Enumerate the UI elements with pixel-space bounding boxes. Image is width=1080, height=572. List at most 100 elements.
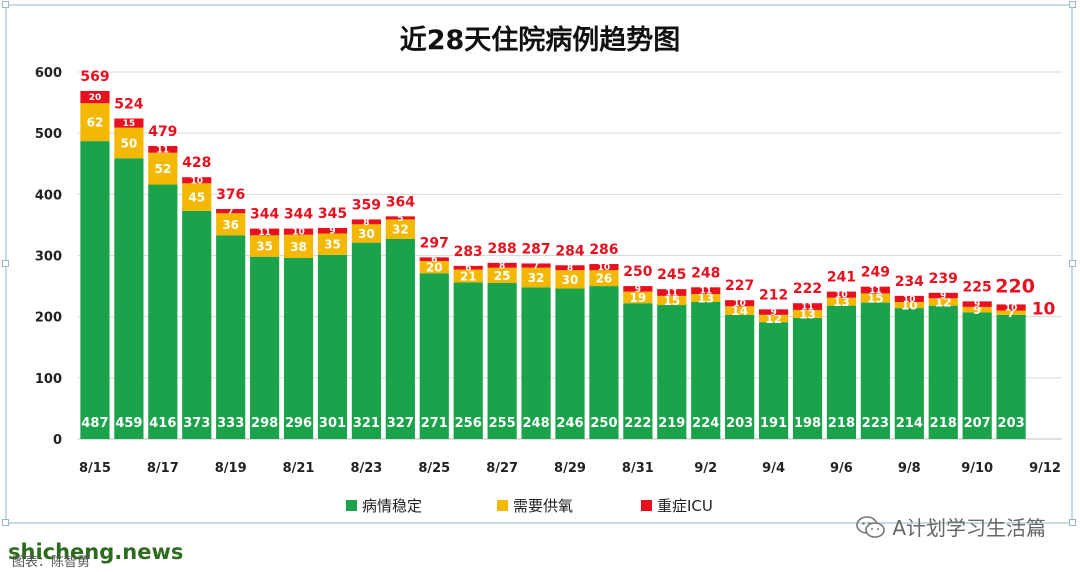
data-label-stable: 219	[658, 416, 685, 431]
data-label-oxygen: 12	[935, 295, 952, 309]
legend-swatch-stable	[346, 500, 357, 511]
x-tick-label: 9/4	[762, 461, 785, 476]
bar-segment-oxygen	[758, 314, 789, 323]
watermark: shicheng.news	[8, 540, 184, 564]
bar-segment-icu	[283, 228, 314, 235]
resize-handle-bottom-right[interactable]	[1069, 519, 1076, 526]
data-label-stable: 214	[896, 416, 923, 431]
x-tick-label: 8/31	[622, 461, 654, 476]
bar-segment-stable	[928, 305, 958, 439]
bar-segment-oxygen	[962, 306, 992, 313]
resize-handle-middle-left[interactable]	[2, 260, 9, 267]
data-label-stable: 255	[489, 416, 516, 431]
data-label-icu: 5	[397, 214, 403, 224]
data-label-icu: 9	[329, 227, 335, 237]
bar-segment-stable	[114, 158, 144, 439]
bar-segment-stable	[792, 317, 823, 439]
data-label-icu: 7	[533, 262, 539, 272]
data-label-oxygen: 13	[799, 307, 816, 321]
data-label-icu: 6	[431, 255, 437, 265]
total-label: 284	[555, 243, 584, 259]
bar-segment-icu	[351, 219, 382, 225]
resize-handle-top-right[interactable]	[1069, 1, 1076, 8]
resize-handle-top-left[interactable]	[2, 1, 9, 8]
data-label-oxygen: 50	[121, 136, 138, 150]
data-label-icu: 10	[733, 299, 746, 309]
data-label-icu: 10	[598, 263, 611, 273]
resize-handle-bottom-left[interactable]	[2, 519, 9, 526]
bar-segment-oxygen	[351, 224, 382, 243]
total-label: 569	[80, 69, 109, 85]
data-label-oxygen: 35	[256, 240, 273, 254]
bar-segment-stable	[996, 314, 1026, 439]
total-label: 283	[454, 244, 483, 260]
total-label: 234	[895, 274, 924, 290]
total-label: 524	[114, 96, 143, 112]
data-label-oxygen: 12	[765, 312, 782, 326]
data-label-oxygen: 15	[663, 294, 680, 308]
x-tick-label: 8/17	[147, 461, 179, 476]
data-label-stable: 459	[115, 416, 142, 431]
bar-segment-stable	[657, 305, 687, 439]
bar-segment-icu	[216, 209, 246, 214]
data-label-oxygen: 30	[358, 227, 375, 241]
y-tick-label: 400	[35, 188, 62, 203]
data-label-stable: 298	[251, 416, 278, 431]
bar-segment-icu	[114, 118, 144, 128]
x-tick-label: 9/12	[1029, 461, 1061, 476]
data-label-icu: 15	[123, 119, 136, 129]
bar-segment-icu	[996, 304, 1026, 311]
data-label-stable: 487	[81, 416, 108, 431]
data-label-icu: 11	[666, 289, 679, 299]
bar-segment-oxygen	[725, 306, 755, 315]
total-label: 248	[691, 265, 720, 281]
bar-segment-stable	[453, 282, 483, 439]
bar-segment-oxygen	[385, 219, 415, 239]
bar-segment-stable	[182, 210, 212, 439]
x-tick-label: 8/25	[418, 461, 450, 476]
bar-segment-icu	[148, 146, 178, 153]
data-label-stable: 223	[862, 416, 889, 431]
bar-segment-stable	[589, 286, 619, 439]
data-label-oxygen: 52	[154, 162, 171, 176]
bar-segment-oxygen	[283, 234, 314, 258]
bar-segment-icu	[453, 265, 483, 270]
bar-segment-icu	[860, 286, 890, 294]
total-label: 364	[386, 194, 415, 210]
bar-segment-icu	[691, 287, 721, 295]
x-tick-label: 9/10	[961, 461, 993, 476]
bar-segment-icu	[182, 177, 212, 184]
x-tick-label: 8/27	[486, 461, 518, 476]
data-label-stable: 203	[998, 416, 1025, 431]
data-label-oxygen: 62	[87, 116, 104, 130]
bar-segment-oxygen	[419, 261, 449, 274]
bar-segment-icu	[250, 228, 280, 236]
brand-name: A计划学习生活篇	[892, 516, 1046, 540]
data-label-stable: 218	[828, 416, 855, 431]
bar-segment-icu	[894, 295, 924, 302]
x-tick-label: 9/6	[830, 461, 853, 476]
data-label-icu: 9	[974, 300, 980, 310]
bar-segment-oxygen	[521, 267, 551, 288]
data-label-oxygen: 14	[731, 304, 748, 318]
data-label-icu: 8	[363, 218, 369, 228]
bar-segment-oxygen	[623, 291, 653, 304]
data-label-icu: 8	[567, 264, 573, 274]
bar-segment-stable	[623, 303, 653, 439]
bar-segment-stable	[725, 314, 755, 439]
data-label-oxygen: 36	[222, 218, 239, 232]
data-label-oxygen: 26	[596, 272, 613, 286]
resize-handle-middle-right[interactable]	[1069, 260, 1076, 267]
bar-segment-oxygen	[555, 270, 585, 289]
data-label-oxygen: 19	[630, 291, 647, 305]
data-label-icu: 20	[89, 93, 102, 103]
data-label-stable: 218	[930, 416, 957, 431]
bar-segment-oxygen	[453, 269, 483, 283]
bar-segment-stable	[758, 322, 789, 439]
data-label-icu: 6	[465, 264, 471, 274]
bar-segment-oxygen	[826, 297, 857, 306]
data-label-icu: 9	[635, 285, 641, 295]
data-label-stable: 222	[624, 416, 651, 431]
y-tick-label: 300	[35, 250, 62, 265]
